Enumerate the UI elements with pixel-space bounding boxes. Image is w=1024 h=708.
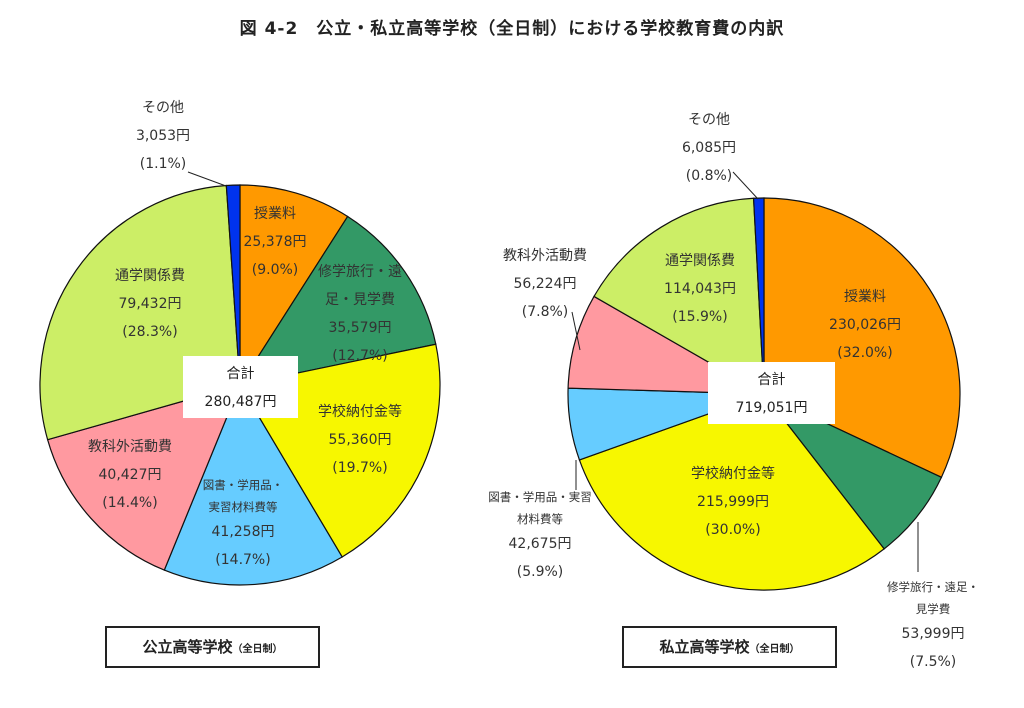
slice-name: 授業料 xyxy=(254,206,296,222)
total-value: 280,487円 xyxy=(204,394,277,410)
slice-percent: (12.7%) xyxy=(332,348,388,364)
pie-slice xyxy=(46,384,242,571)
caption-private: 私立高等学校（全日制） xyxy=(622,626,837,668)
slice-name: 学校納付金等 xyxy=(691,466,775,482)
slice-name: 見学費 xyxy=(915,602,951,616)
slice-percent: (14.4%) xyxy=(102,495,158,511)
slice-name: 実習材料費等 xyxy=(208,500,278,514)
slice-name: 修学旅行・遠足・ xyxy=(887,580,979,594)
slice-value: 25,378円 xyxy=(243,234,307,250)
slice-label: 修学旅行・遠 足・見学費 35,579円 (12.7%) xyxy=(318,258,402,370)
slice-value: 35,579円 xyxy=(328,320,392,336)
total-label: 合計 xyxy=(226,366,255,382)
slice-name: 学校納付金等 xyxy=(318,404,402,420)
slice-label: 授業料 230,026円 (32.0%) xyxy=(829,283,901,367)
pie-slice xyxy=(578,393,885,591)
slice-name: 図書・学用品・ xyxy=(202,478,284,492)
slice-value: 215,999円 xyxy=(697,494,769,510)
pie-slice xyxy=(752,197,765,395)
slice-name: 授業料 xyxy=(844,289,886,305)
slice-label: 教科外活動費 40,427円 (14.4%) xyxy=(88,433,172,517)
slice-name: 足・見学費 xyxy=(325,292,395,308)
caption-main: 公立高等学校 xyxy=(142,638,233,656)
slice-value: 42,675円 xyxy=(508,536,572,552)
pie-slice xyxy=(163,383,343,586)
slice-value: 41,258円 xyxy=(211,524,275,540)
slice-value: 53,999円 xyxy=(901,626,965,642)
slice-label: 授業料 25,378円 (9.0%) xyxy=(244,200,307,284)
slice-name: 通学関係費 xyxy=(115,268,185,284)
slice-name: 材料費等 xyxy=(517,512,563,526)
caption-sub: （全日制） xyxy=(749,644,800,655)
slice-percent: (28.3%) xyxy=(122,324,178,340)
slice-name: 修学旅行・遠 xyxy=(318,264,402,280)
pie-slice xyxy=(225,184,241,386)
slice-label: 学校納付金等 55,360円 (19.7%) xyxy=(318,398,402,482)
slice-value: 40,427円 xyxy=(98,467,162,483)
leader-line xyxy=(732,171,759,200)
slice-value: 79,432円 xyxy=(118,296,182,312)
slice-percent: (9.0%) xyxy=(251,262,299,278)
slice-label: 修学旅行・遠足・ 見学費 53,999円 (7.5%) xyxy=(887,576,979,676)
slice-percent: (0.8%) xyxy=(685,168,733,184)
slice-percent: (15.9%) xyxy=(672,309,728,325)
slice-percent: (14.7%) xyxy=(215,552,271,568)
slice-label: 教科外活動費 56,224円 (7.8%) xyxy=(503,242,587,326)
slice-percent: (7.5%) xyxy=(909,654,957,670)
pie-slice xyxy=(593,197,765,396)
slice-percent: (30.0%) xyxy=(705,522,761,538)
slice-label: その他 6,085円 (0.8%) xyxy=(682,106,736,190)
slice-name: その他 xyxy=(142,100,184,116)
pie-slice xyxy=(239,184,349,388)
leader-line xyxy=(571,311,581,351)
slice-name: 通学関係費 xyxy=(665,253,735,269)
slice-label: 図書・学用品・実習 材料費等 42,675円 (5.9%) xyxy=(488,486,592,586)
slice-label: 図書・学用品・ 実習材料費等 41,258円 (14.7%) xyxy=(203,474,284,574)
slice-label: 学校納付金等 215,999円 (30.0%) xyxy=(691,460,775,544)
slice-percent: (19.7%) xyxy=(332,460,388,476)
slice-value: 230,026円 xyxy=(829,317,901,333)
slice-percent: (32.0%) xyxy=(837,345,893,361)
total-value: 719,051円 xyxy=(735,400,808,416)
caption-sub: （全日制） xyxy=(232,644,283,655)
slice-name: その他 xyxy=(688,112,730,128)
slice-label: 通学関係費 79,432円 (28.3%) xyxy=(115,262,185,346)
slice-value: 3,053円 xyxy=(135,128,191,144)
slice-percent: (1.1%) xyxy=(139,156,187,172)
slice-value: 6,085円 xyxy=(681,140,737,156)
slice-label: その他 3,053円 (1.1%) xyxy=(136,94,190,178)
slice-percent: (7.8%) xyxy=(521,304,569,320)
slice-name: 図書・学用品・実習 xyxy=(488,490,592,504)
caption-main: 私立高等学校 xyxy=(659,638,750,656)
slice-percent: (5.9%) xyxy=(516,564,564,580)
slice-value: 55,360円 xyxy=(328,432,392,448)
slice-value: 56,224円 xyxy=(513,276,577,292)
chart-title: 図 4-2 公立・私立高等学校（全日制）における学校教育費の内訳 xyxy=(239,19,785,39)
leader-line xyxy=(187,171,227,187)
caption-public: 公立高等学校（全日制） xyxy=(105,626,320,668)
slice-value: 114,043円 xyxy=(664,281,736,297)
total-label: 合計 xyxy=(757,372,786,388)
pie-slice xyxy=(238,215,437,386)
slice-name: 教科外活動費 xyxy=(88,439,172,455)
slice-label: 通学関係費 114,043円 (15.9%) xyxy=(664,247,736,331)
slice-name: 教科外活動費 xyxy=(503,248,587,264)
total-box-private: 合計 719,051円 xyxy=(708,362,835,424)
total-box-public: 合計 280,487円 xyxy=(183,356,298,418)
